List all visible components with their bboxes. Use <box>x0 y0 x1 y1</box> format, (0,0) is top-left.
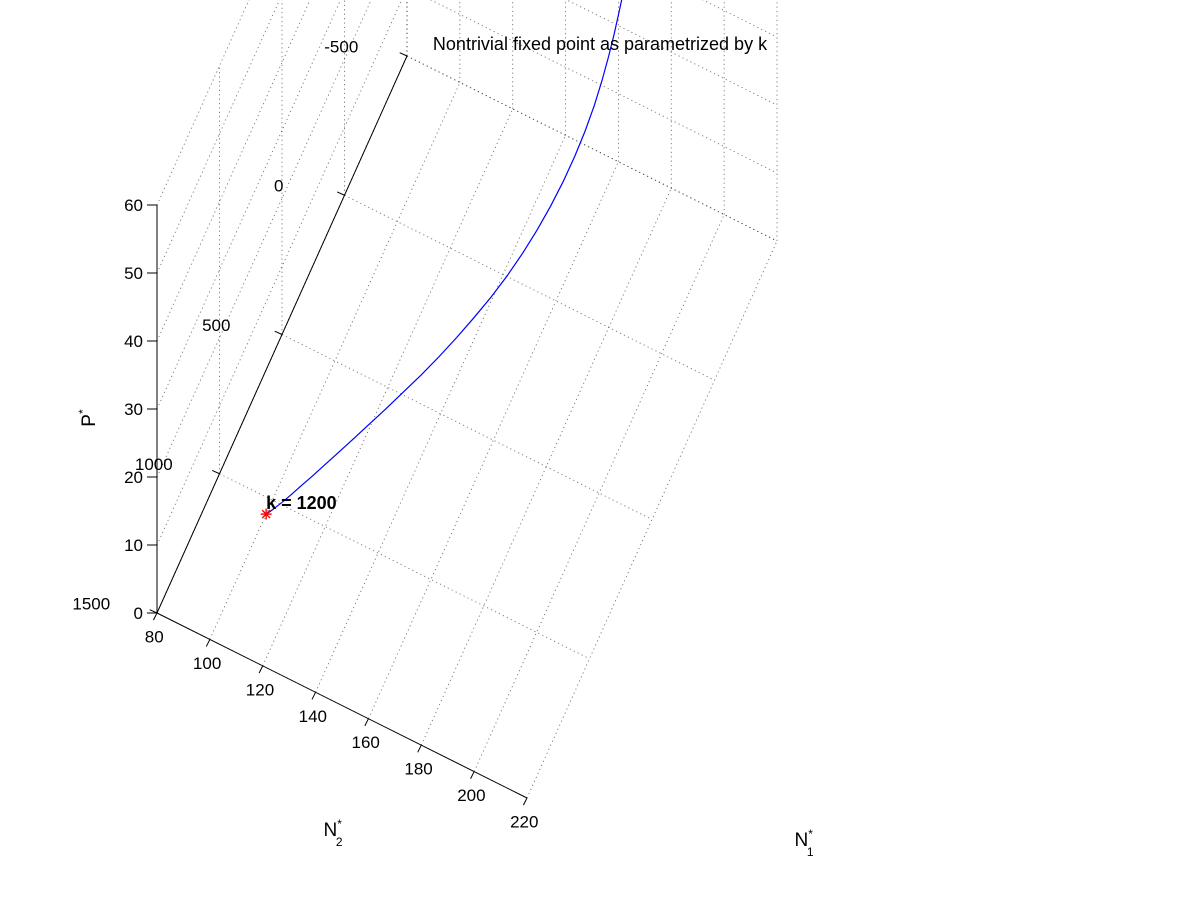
gridline-x-floor-4 <box>368 161 619 719</box>
y-tick-label-4: 1500 <box>72 594 110 613</box>
x-tick-mark-4 <box>364 718 369 727</box>
x-tick-mark-6 <box>470 771 475 779</box>
z-tick-label-2: 20 <box>124 468 143 487</box>
y-tick-mark-3 <box>211 470 220 475</box>
x-tick-mark-2 <box>258 665 264 674</box>
series-line-0 <box>265 0 623 515</box>
y-tick-mark-2 <box>274 330 283 335</box>
x-tick-mark-0 <box>152 612 158 621</box>
y-tick-label-3: 1000 <box>135 455 173 474</box>
x-tick-label-6: 200 <box>457 786 485 805</box>
x-axis-label-sub: 1 <box>807 845 814 859</box>
x-tick-label-7: 220 <box>510 812 538 831</box>
z-axis-label-sup: * <box>76 409 90 414</box>
x-tick-label-0: 80 <box>145 627 164 646</box>
x-tick-mark-7 <box>522 797 528 806</box>
z-axis-label: P* <box>76 409 100 427</box>
z-tick-label-3: 30 <box>124 400 143 419</box>
gridline-z-right-wall-1 <box>429 0 778 174</box>
x-tick-mark-3 <box>311 692 317 700</box>
z-tick-label-6: 60 <box>124 196 143 215</box>
x-axis-line <box>156 612 528 799</box>
y-axis-label-sup: * <box>337 817 342 831</box>
x-tick-mark-5 <box>417 744 422 753</box>
x-tick-label-1: 100 <box>193 654 221 673</box>
gridline-x-floor-7 <box>526 240 778 799</box>
x-axis-label-sup: * <box>808 827 813 841</box>
gridline-x-floor-3 <box>315 135 566 693</box>
x-tick-label-2: 120 <box>246 680 274 699</box>
y-axis-label-base: N <box>323 820 337 841</box>
z-axis-label-base: P <box>79 414 100 427</box>
gridline-z-left-wall-1 <box>156 0 403 546</box>
y-tick-mark-1 <box>336 191 345 196</box>
gridline-z-left-wall-4 <box>156 0 311 342</box>
gridline-z-left-wall-6 <box>156 0 250 206</box>
x-tick-label-5: 180 <box>404 760 432 779</box>
gridline-z-right-wall-0 <box>406 55 778 242</box>
gridline-z-left-wall-3 <box>156 0 342 410</box>
marker-0-ray-3 <box>261 509 271 519</box>
gridline-x-floor-6 <box>473 214 725 772</box>
x-axis-label: N* 1 <box>794 827 813 859</box>
curve-layer <box>265 0 623 515</box>
chart-title: Nontrivial fixed point as parametrized b… <box>433 34 768 54</box>
text-layer: 80100120140160180200220-5000500100015000… <box>72 34 813 859</box>
gridline-z-left-wall-5 <box>156 0 281 274</box>
y-tick-label-2: 500 <box>202 316 230 335</box>
x-tick-label-3: 140 <box>299 707 327 726</box>
gridline-z-right-wall-2 <box>565 0 778 106</box>
gridline-y-floor-2 <box>281 334 653 520</box>
y-axis-label-sub: 2 <box>336 835 343 849</box>
y-axis-label: N* 2 <box>323 817 342 849</box>
marker-label-0: k = 1200 <box>266 493 337 513</box>
gridline-x-floor-2 <box>262 108 514 667</box>
gridline-x-floor-1 <box>209 82 461 640</box>
grid-layer <box>156 0 778 799</box>
y-tick-mark-0 <box>399 52 408 57</box>
y-tick-mark-4 <box>149 609 158 614</box>
gridline-x-floor-5 <box>420 187 672 746</box>
gridline-y-floor-1 <box>344 194 715 381</box>
z-tick-label-5: 50 <box>124 264 143 283</box>
gridline-z-left-wall-2 <box>156 0 372 478</box>
z-tick-label-0: 0 <box>134 604 143 623</box>
marker-0 <box>260 508 272 520</box>
y-tick-label-1: 0 <box>274 177 283 196</box>
gridline-y-floor-3 <box>219 473 590 660</box>
x-tick-mark-1 <box>205 639 211 647</box>
y-tick-label-0: -500 <box>324 37 358 56</box>
axis-layer <box>147 52 528 806</box>
marker-layer <box>260 508 272 520</box>
z-tick-label-4: 40 <box>124 332 143 351</box>
x-axis-label-base: N <box>794 830 808 851</box>
z-tick-label-1: 10 <box>124 536 143 555</box>
x-tick-label-4: 160 <box>352 733 380 752</box>
gridline-z-right-wall-3 <box>701 0 778 38</box>
